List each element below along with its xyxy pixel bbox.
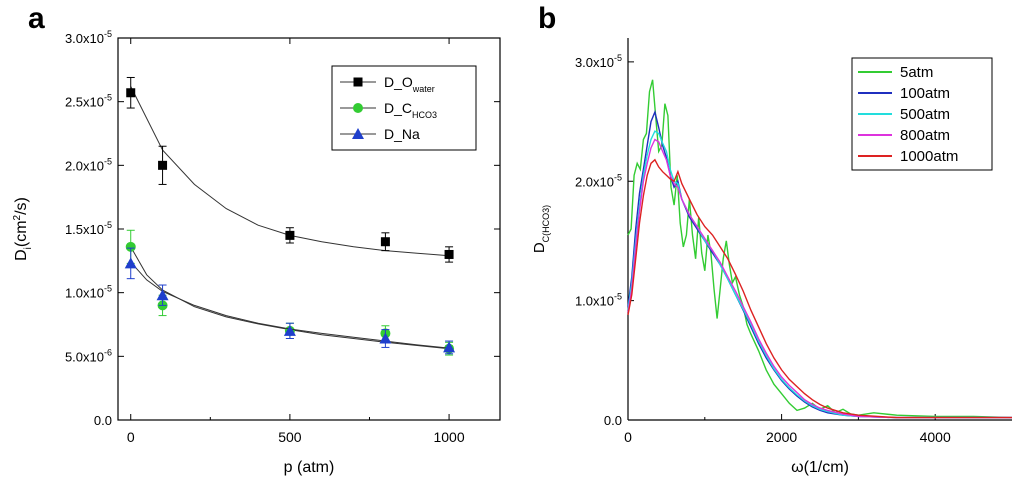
a-ytick-label: 2.0x10-5 xyxy=(65,156,112,173)
a-ytick-label: 1.0x10-5 xyxy=(65,284,112,301)
panel-b-label: b xyxy=(538,2,557,35)
a-point xyxy=(158,160,168,170)
b-ylabel: DC(HCO3) xyxy=(531,205,551,253)
b-series-line xyxy=(627,158,1012,419)
a-ytick-label: 0.0 xyxy=(94,413,112,428)
b-legend-label: 800atm xyxy=(900,127,950,144)
b-legend-label: 500atm xyxy=(900,106,950,123)
a-legend-label: D_Owater xyxy=(384,74,435,94)
a-xlabel: p (atm) xyxy=(284,459,335,476)
a-point xyxy=(379,332,392,344)
a-point xyxy=(125,241,136,252)
b-legend-label: 1000atm xyxy=(900,148,958,165)
b-xtick-label: 4000 xyxy=(920,429,951,445)
a-legend-marker xyxy=(353,103,363,113)
a-point xyxy=(124,257,137,269)
a-ytick-label: 1.5x10-5 xyxy=(65,220,112,237)
a-legend-marker xyxy=(352,128,364,139)
b-xtick-label: 2000 xyxy=(766,429,797,445)
b-series-line xyxy=(627,79,1013,419)
a-point xyxy=(380,237,390,247)
b-ytick-label: 3.0x10-5 xyxy=(575,53,622,70)
a-fit-curve xyxy=(130,261,450,349)
a-ytick-label: 2.5x10-5 xyxy=(65,93,112,110)
a-xtick-label: 0 xyxy=(127,429,135,445)
a-point xyxy=(285,230,295,240)
b-series-line xyxy=(627,130,1012,419)
a-ylabel: Di(cm2/s) xyxy=(12,197,34,261)
b-series-line xyxy=(627,138,1012,419)
b-legend-label: 5atm xyxy=(900,64,933,81)
b-xlabel: ω(1/cm) xyxy=(791,459,849,476)
a-ytick-label: 3.0x10-5 xyxy=(65,29,112,46)
a-xtick-label: 500 xyxy=(278,429,302,445)
a-point xyxy=(283,324,296,336)
a-point xyxy=(156,289,169,301)
a-legend-label: D_Na xyxy=(384,126,420,142)
b-ytick-label: 0.0 xyxy=(604,413,622,428)
a-point xyxy=(126,88,136,98)
b-legend-label: 100atm xyxy=(900,85,950,102)
panel-a-label: a xyxy=(28,2,45,35)
a-legend-marker xyxy=(353,77,363,87)
a-ytick-label: 5.0x10-6 xyxy=(65,347,112,364)
a-xtick-label: 1000 xyxy=(433,429,464,445)
a-point xyxy=(443,341,456,353)
a-point xyxy=(444,249,454,259)
b-ytick-label: 1.0x10-5 xyxy=(575,292,622,309)
b-ytick-label: 2.0x10-5 xyxy=(575,172,622,189)
b-xtick-label: 0 xyxy=(624,429,632,445)
a-legend-label: D_CHCO3 xyxy=(384,100,437,120)
